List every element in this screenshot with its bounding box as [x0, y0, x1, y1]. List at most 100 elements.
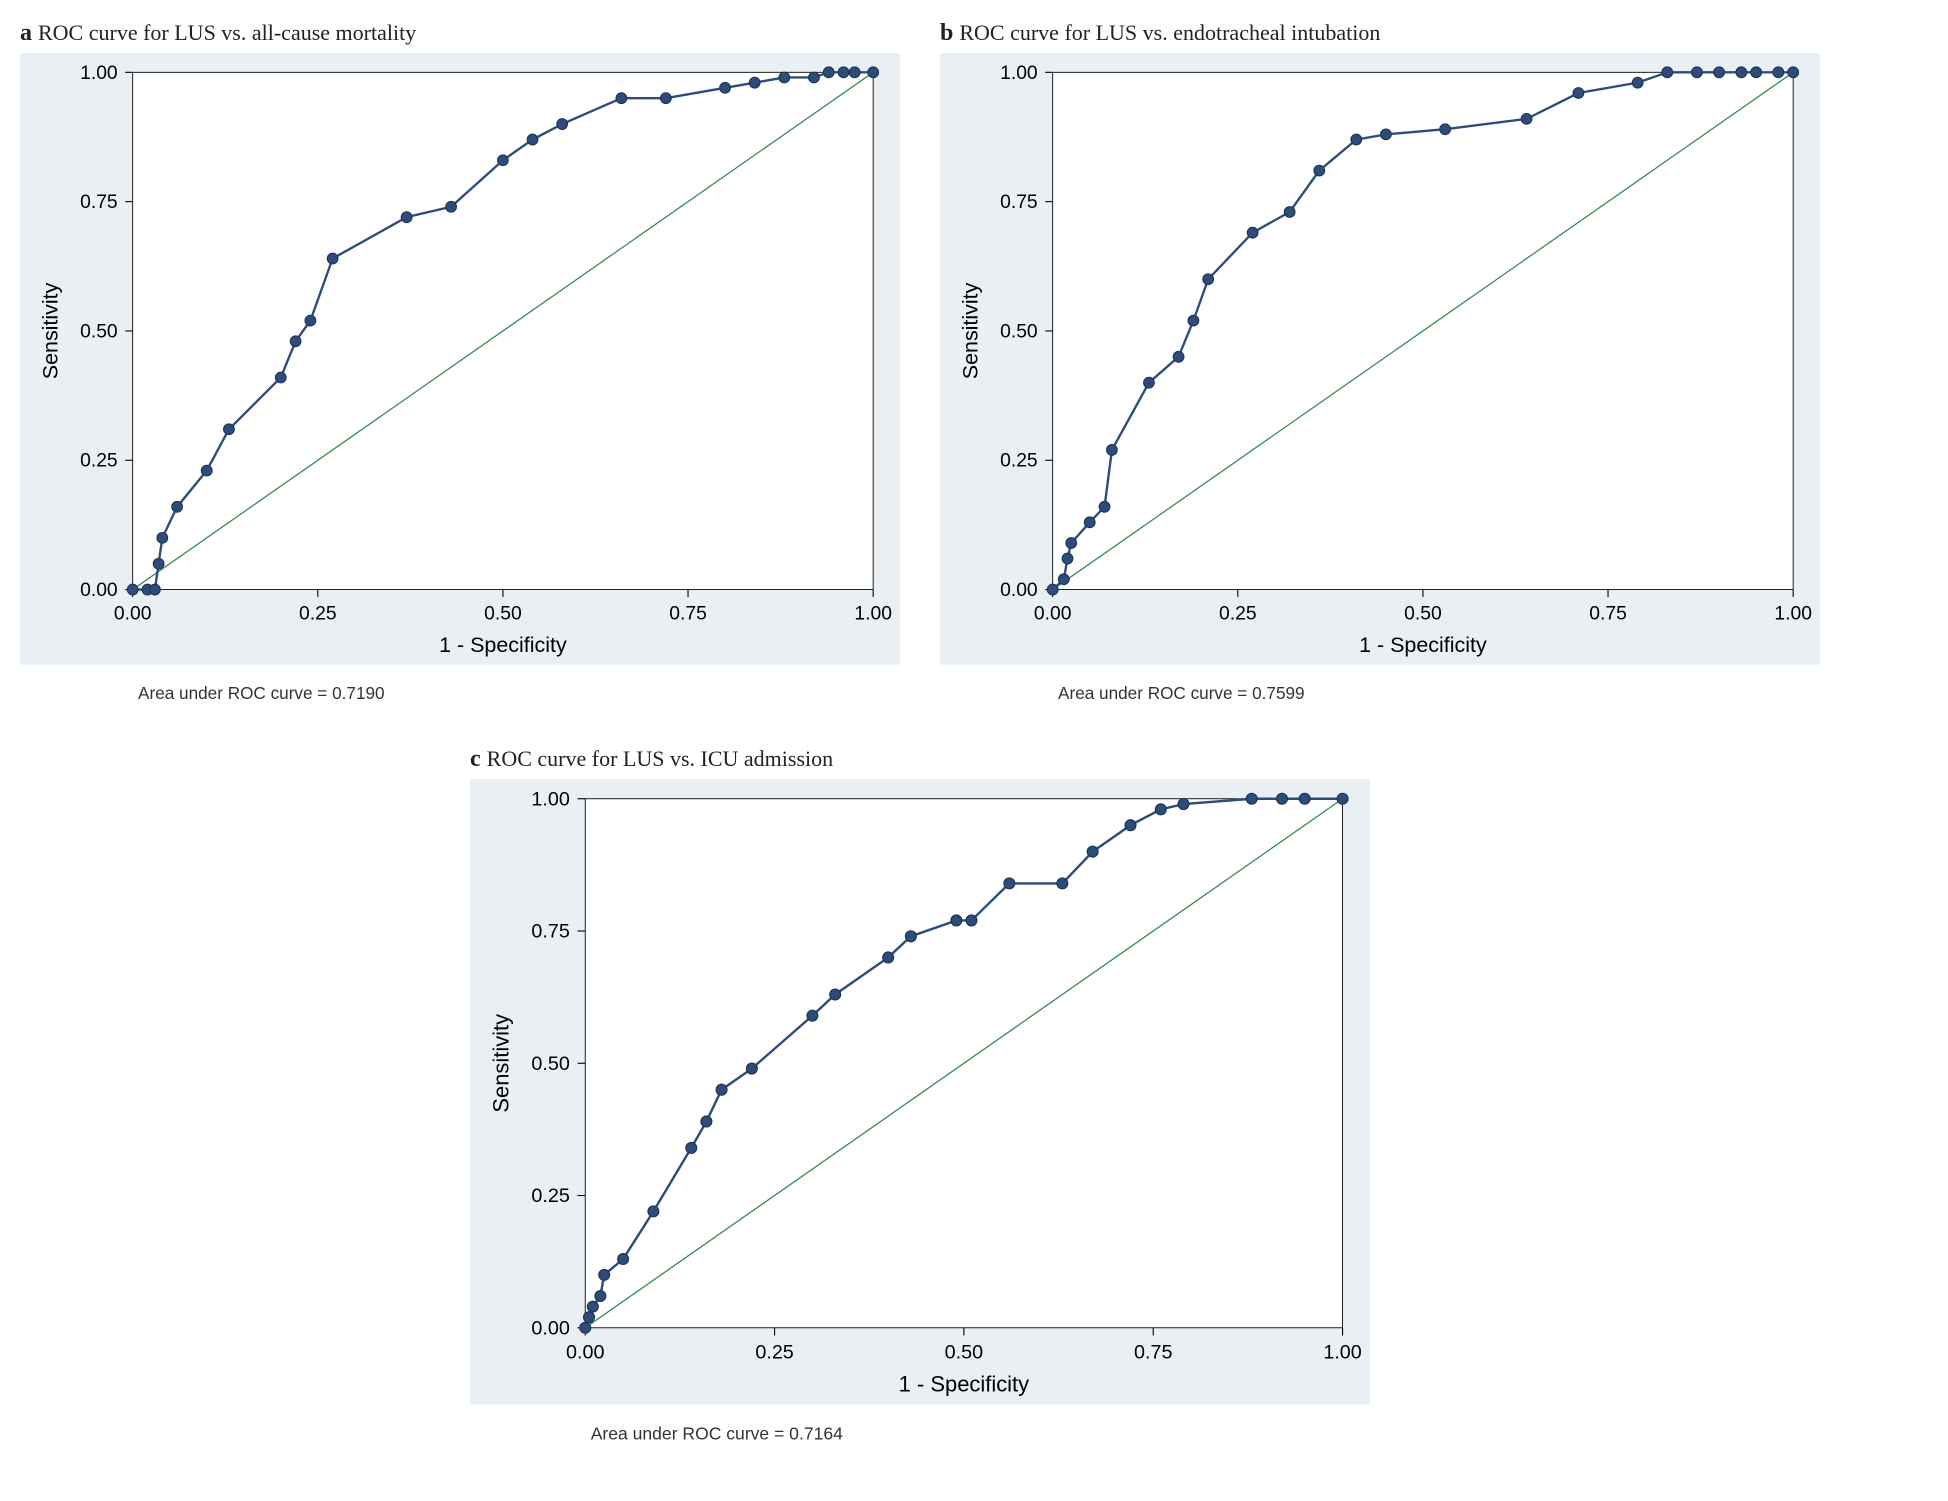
- roc-marker: [660, 93, 671, 104]
- roc-marker: [1788, 67, 1799, 78]
- roc-marker: [1058, 574, 1069, 585]
- roc-marker: [446, 201, 457, 212]
- roc-marker: [838, 67, 849, 78]
- roc-marker: [1314, 165, 1325, 176]
- roc-marker: [1057, 878, 1068, 889]
- roc-marker: [1751, 67, 1762, 78]
- y-tick-label: 0.25: [531, 1185, 569, 1207]
- roc-marker: [868, 67, 879, 78]
- roc-marker: [1247, 227, 1258, 238]
- roc-marker: [1381, 129, 1392, 140]
- roc-marker: [1284, 207, 1295, 218]
- y-axis-label: Sensitivity: [959, 282, 983, 379]
- roc-marker: [224, 424, 235, 435]
- x-axis-label: 1 - Specificity: [899, 1372, 1029, 1397]
- y-axis-label: Sensitivity: [488, 1014, 513, 1113]
- x-tick-label: 0.25: [755, 1342, 793, 1364]
- y-axis-label: Sensitivity: [39, 282, 63, 379]
- panel-b-title: bROC curve for LUS vs. endotracheal intu…: [940, 20, 1820, 47]
- roc-marker: [720, 82, 731, 93]
- roc-marker: [1062, 553, 1073, 564]
- panel-a-title: aROC curve for LUS vs. all-cause mortali…: [20, 20, 900, 47]
- roc-marker: [1440, 124, 1451, 135]
- x-tick-label: 0.00: [114, 604, 152, 625]
- roc-marker: [779, 72, 790, 83]
- roc-marker: [849, 67, 860, 78]
- roc-marker: [809, 72, 820, 83]
- roc-marker: [498, 155, 509, 166]
- panel-a-letter: a: [20, 20, 32, 46]
- roc-marker: [599, 1270, 610, 1281]
- roc-marker: [1125, 820, 1136, 831]
- auc-caption: Area under ROC curve = 0.7599: [1058, 683, 1305, 703]
- roc-marker: [1299, 794, 1310, 805]
- roc-chart-c: 0.000.250.500.751.000.000.250.500.751.00…: [470, 779, 1370, 1459]
- roc-marker: [701, 1116, 712, 1127]
- roc-marker: [749, 77, 760, 88]
- panel-c: cROC curve for LUS vs. ICU admission 0.0…: [470, 746, 1370, 1459]
- roc-marker: [1773, 67, 1784, 78]
- x-tick-label: 0.75: [669, 604, 707, 625]
- y-tick-label: 0.75: [1000, 192, 1038, 213]
- roc-marker: [1276, 794, 1287, 805]
- roc-marker: [883, 952, 894, 963]
- roc-marker: [587, 1301, 598, 1312]
- roc-marker: [1573, 88, 1584, 99]
- roc-marker: [1107, 445, 1118, 456]
- roc-marker: [1084, 517, 1095, 528]
- panel-b-title-text: ROC curve for LUS vs. endotracheal intub…: [959, 20, 1380, 45]
- roc-marker: [1144, 377, 1155, 388]
- roc-marker: [290, 336, 301, 347]
- roc-marker: [557, 119, 568, 130]
- y-tick-label: 0.00: [531, 1318, 569, 1340]
- roc-marker: [1351, 134, 1362, 145]
- x-tick-label: 0.50: [484, 604, 522, 625]
- roc-marker: [807, 1011, 818, 1022]
- x-tick-label: 0.75: [1134, 1342, 1172, 1364]
- roc-marker: [1203, 274, 1214, 285]
- x-axis-label: 1 - Specificity: [1359, 633, 1487, 657]
- panel-c-title: cROC curve for LUS vs. ICU admission: [470, 746, 1370, 773]
- roc-marker: [584, 1312, 595, 1323]
- roc-marker: [1155, 804, 1166, 815]
- x-tick-label: 0.00: [566, 1342, 604, 1364]
- roc-marker: [157, 532, 168, 543]
- roc-marker: [648, 1206, 659, 1217]
- x-tick-label: 0.00: [1034, 604, 1072, 625]
- roc-marker: [595, 1291, 606, 1302]
- roc-marker: [150, 584, 161, 595]
- roc-marker: [618, 1254, 629, 1265]
- x-tick-label: 0.75: [1589, 604, 1627, 625]
- roc-marker: [401, 212, 412, 223]
- y-tick-label: 0.50: [531, 1053, 569, 1075]
- y-tick-label: 0.00: [1000, 580, 1038, 601]
- y-tick-label: 0.25: [80, 451, 118, 472]
- y-tick-label: 1.00: [531, 789, 569, 811]
- roc-marker: [1066, 538, 1077, 549]
- x-tick-label: 0.50: [1404, 604, 1442, 625]
- y-tick-label: 0.75: [531, 921, 569, 943]
- x-tick-label: 1.00: [854, 604, 892, 625]
- panel-c-title-text: ROC curve for LUS vs. ICU admission: [487, 746, 833, 771]
- roc-marker: [1714, 67, 1725, 78]
- roc-marker: [830, 989, 841, 1000]
- y-tick-label: 0.25: [1000, 451, 1038, 472]
- roc-marker: [1004, 878, 1015, 889]
- roc-marker: [966, 915, 977, 926]
- x-tick-label: 0.25: [1219, 604, 1257, 625]
- y-tick-label: 0.75: [80, 192, 118, 213]
- roc-marker: [905, 931, 916, 942]
- roc-marker: [1662, 67, 1673, 78]
- roc-marker: [201, 465, 212, 476]
- y-tick-label: 1.00: [1000, 63, 1038, 84]
- x-axis-label: 1 - Specificity: [439, 633, 567, 657]
- roc-marker: [1087, 847, 1098, 858]
- roc-marker: [1692, 67, 1703, 78]
- roc-marker: [1521, 114, 1532, 125]
- roc-marker: [616, 93, 627, 104]
- roc-marker: [305, 315, 316, 326]
- auc-caption: Area under ROC curve = 0.7164: [591, 1424, 843, 1444]
- roc-marker: [1736, 67, 1747, 78]
- roc-chart-a: 0.000.250.500.751.000.000.250.500.751.00…: [20, 53, 900, 718]
- roc-marker: [1099, 501, 1110, 512]
